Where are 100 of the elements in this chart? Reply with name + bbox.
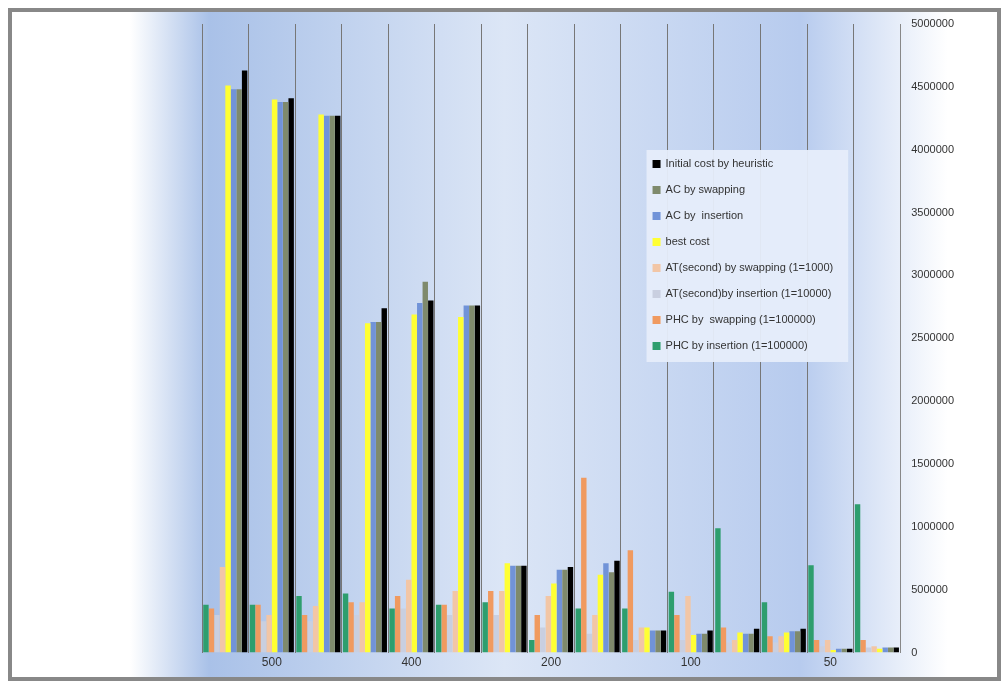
- bar: [778, 636, 784, 653]
- bar: [353, 614, 360, 653]
- bar: [474, 305, 481, 653]
- bar: [458, 316, 464, 653]
- bar: [800, 628, 806, 653]
- bar: [359, 602, 365, 653]
- bar: [214, 614, 220, 653]
- bar: [633, 640, 639, 653]
- bar: [493, 614, 499, 653]
- bar: [521, 565, 527, 653]
- x-tick-label: 400: [401, 655, 422, 670]
- bar: [854, 504, 861, 653]
- bar: [783, 632, 790, 653]
- bar: [428, 300, 434, 653]
- bar: [307, 621, 313, 653]
- bar: [255, 604, 261, 653]
- bar: [208, 608, 215, 653]
- bar: [685, 596, 691, 653]
- legend-label: AT(second)by insertion (1=10000): [665, 287, 832, 300]
- bar: [674, 614, 680, 653]
- bar: [318, 114, 324, 653]
- y-tick-label: 0: [911, 645, 918, 658]
- bar: [534, 614, 540, 653]
- y-tick-label: 1000000: [911, 519, 954, 532]
- bar: [841, 648, 847, 653]
- bar: [603, 563, 609, 653]
- y-tick-label: 5000000: [911, 17, 954, 30]
- bar: [540, 627, 546, 653]
- legend-label: Initial cost by heuristic: [665, 157, 774, 170]
- bar: [469, 305, 475, 653]
- bar: [715, 528, 721, 653]
- bar: [417, 303, 423, 653]
- legend-label: AC by swapping: [665, 183, 746, 196]
- legend-label: best cost: [665, 235, 710, 248]
- bar: [592, 614, 598, 653]
- bar: [767, 636, 773, 653]
- bar: [794, 631, 801, 653]
- bar: [394, 596, 401, 653]
- bar: [422, 281, 428, 653]
- bar: [323, 115, 330, 653]
- bar: [296, 596, 302, 653]
- bar: [789, 631, 795, 653]
- bar: [288, 98, 294, 653]
- bar: [726, 642, 732, 653]
- bar: [271, 99, 278, 653]
- bar: [871, 646, 877, 653]
- bar: [452, 591, 458, 653]
- y-tick-label: 1500000: [911, 457, 954, 470]
- bar: [282, 101, 289, 653]
- bar: [447, 614, 453, 653]
- bar: [696, 633, 702, 653]
- bar: [435, 604, 442, 653]
- x-tick-label: 200: [541, 655, 562, 670]
- bar: [644, 627, 650, 653]
- bar: [376, 321, 382, 653]
- bar: [405, 579, 412, 653]
- bar: [342, 593, 349, 653]
- bar: [441, 604, 447, 653]
- bar: [230, 89, 237, 653]
- bar: [203, 604, 209, 653]
- bar: [737, 632, 743, 653]
- bar: [860, 640, 866, 653]
- bar: [655, 630, 661, 653]
- bar: [668, 591, 675, 653]
- bar: [581, 477, 587, 653]
- y-tick-label: 4000000: [911, 142, 954, 155]
- bar: [614, 560, 620, 653]
- bar: [225, 85, 231, 653]
- bar: [312, 606, 319, 653]
- bar: [381, 308, 387, 653]
- bar: [266, 614, 272, 653]
- legend-label: AT(second) by swapping (1=1000): [665, 261, 834, 274]
- bar: [236, 89, 242, 653]
- bar: [364, 323, 371, 653]
- bar: [389, 608, 395, 653]
- bar: [515, 565, 522, 653]
- bar: [622, 608, 628, 653]
- bar: [504, 563, 511, 653]
- bar: [761, 602, 768, 653]
- bar: [219, 567, 226, 653]
- y-tick-label: 2500000: [911, 331, 954, 344]
- bar: [748, 633, 754, 653]
- bar: [597, 574, 604, 653]
- legend-label: PHC by insertion (1=100000): [665, 339, 808, 352]
- bar: [575, 608, 581, 653]
- y-tick-label: 500000: [911, 582, 948, 595]
- bar: [808, 565, 814, 653]
- bar: [545, 596, 552, 653]
- bar: [249, 604, 256, 653]
- x-tick-label: 50: [823, 655, 838, 670]
- bar: [819, 646, 825, 653]
- legend-label: AC by insertion: [665, 209, 744, 222]
- x-tick-label: 100: [680, 655, 702, 670]
- bar: [720, 627, 727, 653]
- bar: [277, 101, 283, 653]
- bar: [463, 305, 469, 653]
- bar: [348, 602, 354, 653]
- bar: [567, 567, 574, 653]
- bar: [335, 115, 341, 653]
- bar: [260, 621, 267, 653]
